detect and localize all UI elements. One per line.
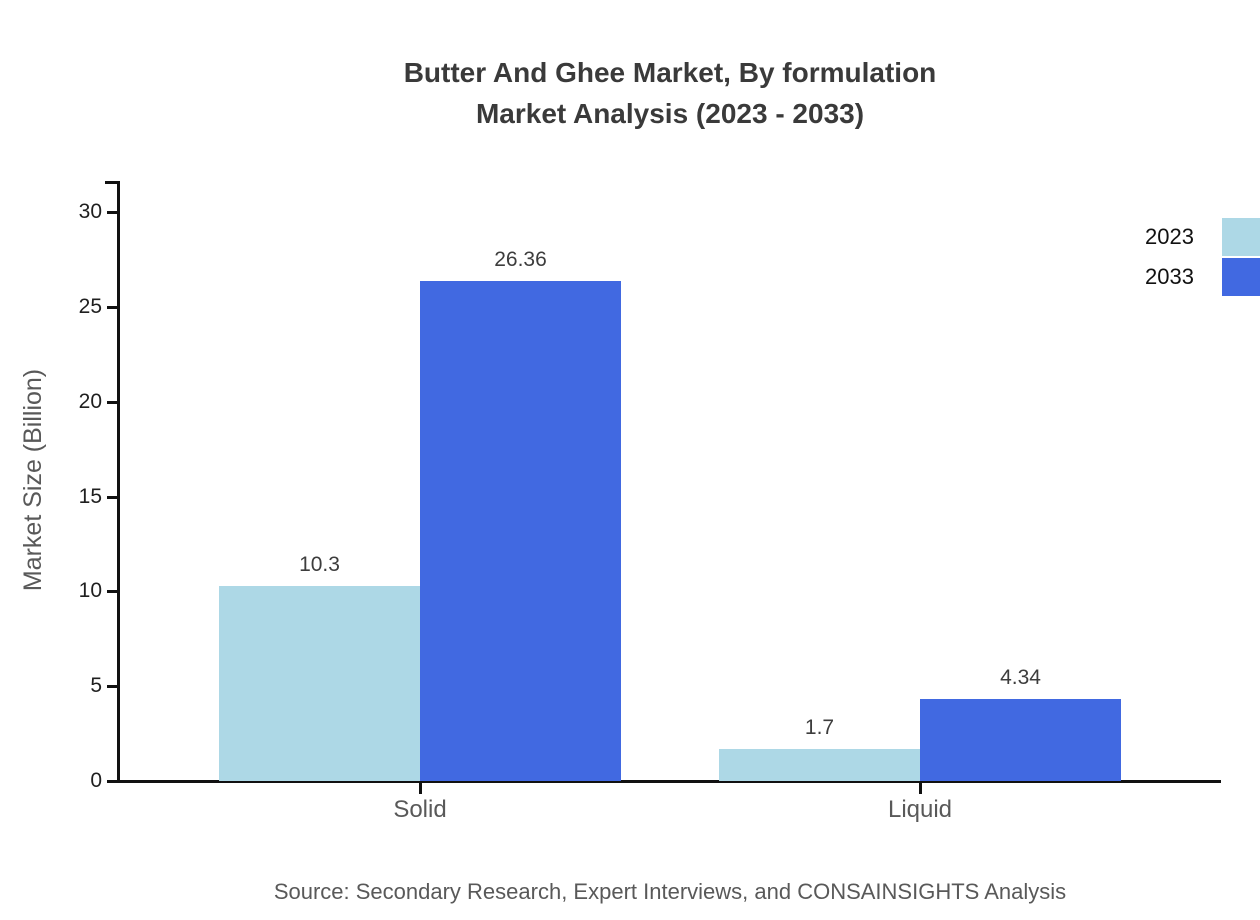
bar-value-label: 4.34 bbox=[1000, 665, 1041, 689]
legend-swatch-2033 bbox=[1222, 258, 1260, 296]
y-axis-tick-label: 0 bbox=[90, 769, 102, 792]
x-axis-category-label: Liquid bbox=[887, 796, 953, 823]
chart-title-line2: Market Analysis (2023 - 2033) bbox=[475, 98, 865, 129]
x-axis-category-label: Solid bbox=[393, 796, 447, 823]
y-axis-tick bbox=[107, 590, 118, 594]
bar-value-label: 1.7 bbox=[804, 715, 835, 739]
x-axis-tick bbox=[418, 783, 422, 794]
bar-value-label: 10.3 bbox=[299, 552, 340, 576]
legend-label: 2033 bbox=[1145, 264, 1194, 289]
bar-liquid-2023 bbox=[719, 748, 920, 781]
y-axis-tick bbox=[107, 400, 118, 404]
x-axis-line bbox=[117, 780, 1221, 783]
bar-value-label: 26.36 bbox=[494, 248, 547, 272]
legend-item-2033: 2033 bbox=[1145, 258, 1260, 296]
bar-solid-2023 bbox=[219, 585, 420, 781]
y-axis-tick-label: 20 bbox=[78, 389, 102, 413]
legend-label: 2023 bbox=[1145, 224, 1194, 249]
bar-liquid-2033 bbox=[920, 698, 1121, 781]
chart-title: Butter And Ghee Market, By formulation M… bbox=[80, 52, 1260, 134]
y-axis-tick bbox=[107, 305, 118, 309]
y-axis-tick bbox=[107, 211, 118, 214]
x-axis-tick bbox=[918, 783, 922, 794]
chart-title-line1: Butter And Ghee Market, By formulation bbox=[403, 57, 937, 88]
y-axis-title: Market Size (Billion) bbox=[19, 368, 47, 592]
legend-swatch-2023 bbox=[1222, 218, 1260, 256]
y-axis-tick-label: 25 bbox=[78, 294, 102, 318]
y-axis-tick bbox=[107, 780, 118, 783]
y-axis-tick-label: 30 bbox=[78, 200, 102, 223]
y-axis-tick-label: 15 bbox=[78, 484, 102, 508]
y-axis-top-cap bbox=[105, 181, 119, 184]
legend-item-2023: 2023 bbox=[1145, 218, 1260, 256]
y-axis-line bbox=[117, 181, 120, 783]
y-axis-tick bbox=[107, 685, 118, 689]
y-axis-tick bbox=[107, 495, 118, 499]
y-axis-tick-label: 10 bbox=[78, 579, 102, 603]
legend: 2023 2033 bbox=[1145, 218, 1260, 296]
source-note: Source: Secondary Research, Expert Inter… bbox=[273, 879, 1067, 904]
bar-solid-2033 bbox=[420, 281, 621, 781]
y-axis-tick-label: 5 bbox=[90, 674, 102, 698]
